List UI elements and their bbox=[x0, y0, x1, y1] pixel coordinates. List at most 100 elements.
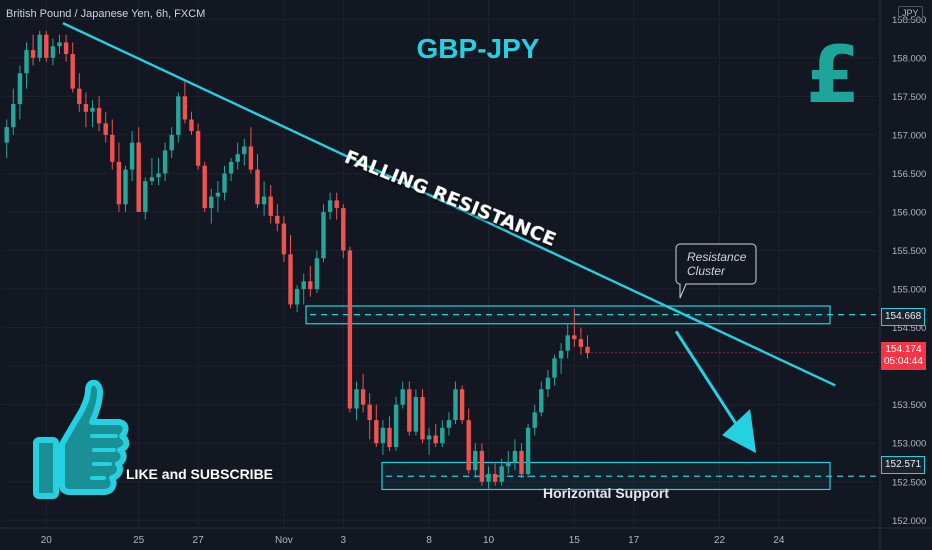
candle-body bbox=[499, 466, 504, 482]
candle-body bbox=[393, 404, 399, 448]
candle-body bbox=[281, 223, 287, 255]
zones bbox=[305, 305, 876, 491]
candle-body bbox=[420, 396, 425, 440]
candle-body bbox=[585, 346, 590, 354]
candle-body bbox=[360, 389, 366, 405]
resistance-cluster-line2: Cluster bbox=[687, 264, 726, 278]
candle-body bbox=[288, 254, 293, 305]
symbol-title: British Pound / Japanese Yen, 6h, FXCM bbox=[6, 8, 206, 20]
candle-body bbox=[37, 34, 42, 58]
candle-body bbox=[63, 42, 69, 54]
candle-body bbox=[17, 73, 23, 105]
candle-body bbox=[479, 450, 485, 482]
x-tick-label: 10 bbox=[483, 535, 495, 546]
candle-body bbox=[156, 173, 161, 178]
candle-body bbox=[433, 435, 438, 444]
projection-arrow-shaft bbox=[674, 330, 740, 428]
x-tick-label: 25 bbox=[133, 535, 145, 546]
candle-body bbox=[169, 134, 174, 151]
resistance-cluster-line1: Resistance bbox=[687, 250, 747, 264]
candle-body bbox=[182, 96, 188, 120]
y-tick-label: 152.000 bbox=[892, 516, 926, 527]
candle-body bbox=[77, 88, 82, 105]
x-tick-label: 17 bbox=[628, 535, 640, 546]
falling-resistance-line bbox=[62, 22, 836, 387]
candle-body bbox=[380, 427, 386, 444]
candle-body bbox=[123, 169, 128, 205]
candle-body bbox=[57, 42, 62, 47]
x-tick-label: 3 bbox=[341, 535, 347, 546]
candle-body bbox=[367, 404, 372, 421]
y-tick-label: 157.500 bbox=[892, 92, 926, 103]
candle-body bbox=[136, 142, 141, 212]
candle-body bbox=[24, 50, 29, 74]
chart-title: GBP-JPY bbox=[417, 33, 540, 64]
candle-body bbox=[30, 50, 36, 58]
y-tick-label: 156.500 bbox=[892, 169, 926, 180]
candle-body bbox=[96, 107, 102, 124]
candle-body bbox=[228, 161, 234, 174]
candle-body bbox=[162, 150, 168, 174]
candle-body bbox=[407, 389, 412, 432]
y-tick-label: 157.000 bbox=[892, 130, 926, 141]
candle-body bbox=[143, 181, 148, 212]
candle-body bbox=[149, 177, 155, 182]
x-tick-label: 20 bbox=[41, 535, 53, 546]
currency-badge[interactable]: JPY bbox=[898, 6, 923, 20]
y-tick-label: 153.000 bbox=[892, 439, 926, 450]
candle-body bbox=[268, 196, 273, 216]
candle-body bbox=[222, 173, 227, 193]
x-tick-label: 27 bbox=[193, 535, 205, 546]
candle-body bbox=[506, 462, 511, 467]
candle-body bbox=[327, 200, 333, 212]
candle-body bbox=[539, 389, 544, 413]
candle-body bbox=[50, 46, 56, 58]
candle-body bbox=[440, 427, 445, 444]
candle-body bbox=[103, 123, 108, 135]
candle-body bbox=[572, 335, 577, 340]
candle-body bbox=[209, 196, 214, 209]
candle-body bbox=[545, 377, 551, 390]
candle-body bbox=[189, 119, 194, 132]
trend-lines bbox=[62, 22, 836, 454]
resistance-price-tag: 154.668 bbox=[881, 308, 926, 326]
candle-body bbox=[347, 250, 353, 409]
candle-countdown: 05:04:44 bbox=[884, 356, 923, 367]
y-tick-label: 153.500 bbox=[892, 400, 926, 411]
y-tick-label: 152.500 bbox=[892, 477, 926, 488]
last-price-value: 154.174 bbox=[885, 344, 922, 355]
candle-body bbox=[321, 211, 326, 259]
candle-body bbox=[578, 339, 584, 347]
candle-body bbox=[44, 34, 49, 58]
last-price-tag: 154.174 05:04:44 bbox=[881, 342, 926, 370]
candle-body bbox=[314, 258, 320, 290]
y-tick-label: 158.000 bbox=[892, 53, 926, 64]
candle-body bbox=[275, 215, 280, 224]
resistance-cluster-callout: Resistance Cluster bbox=[675, 243, 757, 299]
candle-body bbox=[116, 161, 122, 205]
candle-body bbox=[525, 427, 531, 475]
candle-body bbox=[387, 427, 392, 448]
x-tick-label: 24 bbox=[773, 535, 785, 546]
candle-body bbox=[492, 474, 498, 482]
candles bbox=[4, 30, 590, 490]
falling-resistance-label: FALLING RESISTANCE bbox=[341, 146, 559, 251]
support-price-tag: 152.571 bbox=[881, 456, 926, 474]
pound-icon: £ bbox=[806, 31, 860, 121]
candle-body bbox=[552, 358, 557, 378]
candle-body bbox=[301, 281, 306, 290]
y-tick-label: 155.500 bbox=[892, 246, 926, 257]
candle-body bbox=[341, 208, 346, 251]
candle-body bbox=[202, 165, 207, 209]
candle-body bbox=[565, 335, 570, 351]
candle-body bbox=[4, 127, 9, 143]
y-tick-label: 158.500 bbox=[892, 15, 926, 26]
x-tick-label: Nov bbox=[275, 535, 293, 546]
candle-body bbox=[466, 420, 471, 471]
candle-body bbox=[400, 389, 405, 405]
candle-body bbox=[70, 53, 75, 89]
projection-arrow-head bbox=[722, 409, 757, 454]
candle-body bbox=[215, 192, 221, 197]
